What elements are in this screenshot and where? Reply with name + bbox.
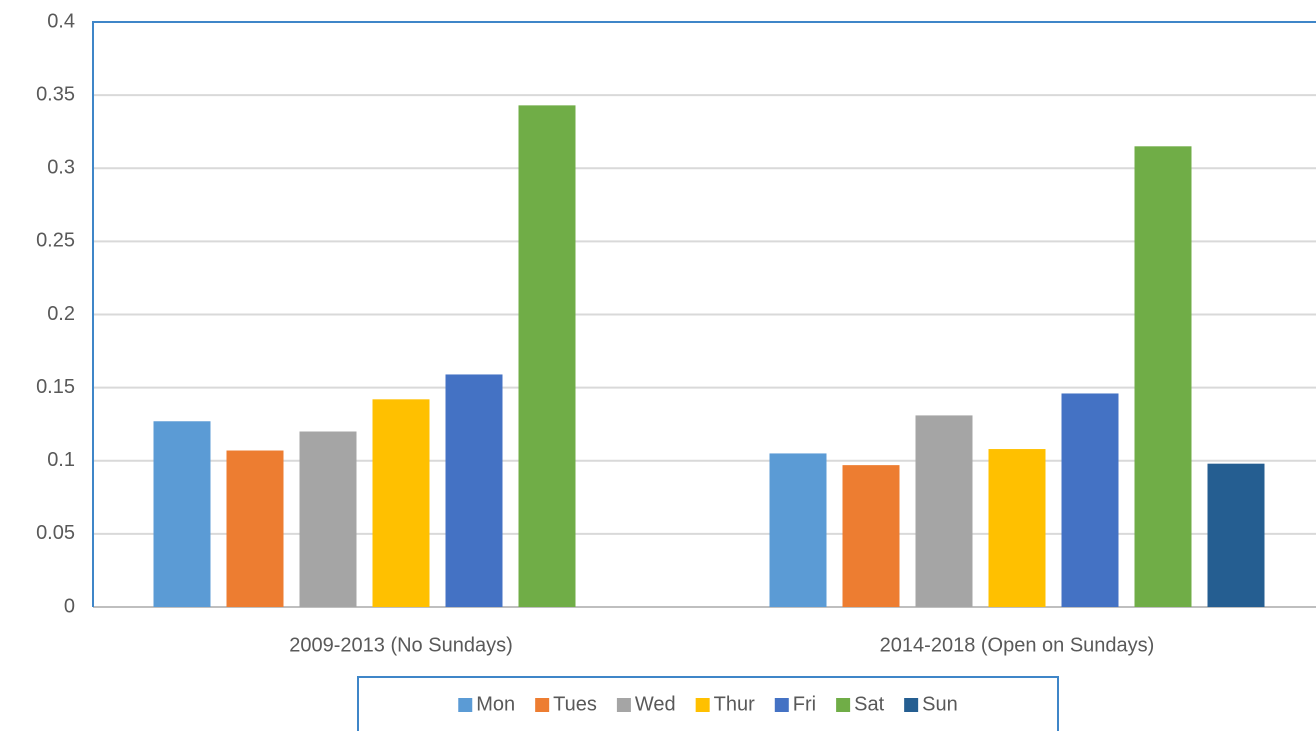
- y-tick-label: 0.1: [47, 449, 75, 471]
- legend-label: Sun: [922, 693, 958, 715]
- bar: [1207, 463, 1265, 607]
- legend-swatch: [774, 698, 789, 712]
- plot-frame: [92, 21, 1316, 607]
- bar: [988, 449, 1046, 607]
- y-tick-label: 0.25: [36, 230, 75, 252]
- bar: [226, 450, 284, 607]
- y-tick-label: 0.15: [36, 376, 75, 398]
- x-tick-label: 2009-2013 (No Sundays): [289, 634, 512, 656]
- y-tick-label: 0.05: [36, 522, 75, 544]
- legend-swatch: [904, 698, 919, 712]
- bar: [518, 105, 576, 608]
- legend-label: Sat: [854, 693, 884, 715]
- legend-label: Thur: [714, 693, 755, 715]
- legend-label: Tues: [553, 693, 597, 715]
- bar: [153, 421, 211, 607]
- bar: [842, 465, 900, 607]
- bar: [372, 399, 430, 607]
- bar: [915, 415, 973, 607]
- y-tick-label: 0.3: [47, 157, 75, 179]
- y-tick-label: 0.2: [47, 303, 75, 325]
- legend-swatch: [458, 698, 473, 712]
- legend-swatch: [836, 698, 851, 712]
- y-tick-label: 0.4: [47, 10, 75, 32]
- bar: [299, 431, 357, 607]
- legend-swatch: [535, 698, 550, 712]
- y-tick-label: 0: [64, 595, 75, 617]
- bar: [1134, 146, 1192, 607]
- x-tick-label: 2014-2018 (Open on Sundays): [880, 634, 1155, 656]
- bar: [769, 453, 827, 607]
- legend-swatch: [695, 698, 710, 712]
- legend-label: Fri: [793, 693, 816, 715]
- y-tick-label: 0.35: [36, 83, 75, 105]
- legend-label: Wed: [635, 693, 676, 715]
- legend-label: Mon: [476, 693, 515, 715]
- bar: [445, 374, 503, 607]
- bar: [1061, 393, 1119, 607]
- legend-swatch: [616, 698, 631, 712]
